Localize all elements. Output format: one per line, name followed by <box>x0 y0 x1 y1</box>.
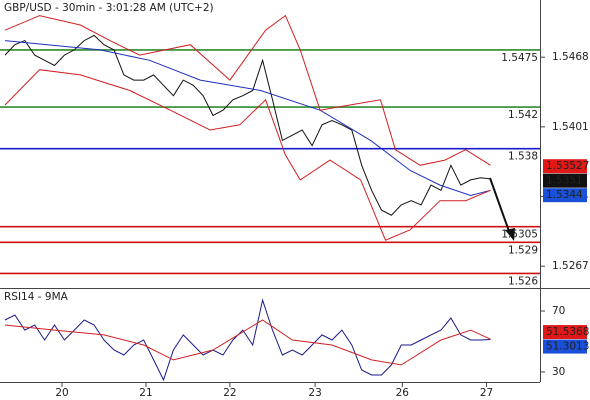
level-label: 1.538 <box>508 151 538 163</box>
series-line <box>4 298 491 382</box>
rsi-title: RSI14 - 9MA <box>4 291 69 303</box>
projection-arrow <box>489 177 511 235</box>
chart-title: GBP/USD - 30min - 3:01:28 AM (UTC+2) <box>4 2 214 14</box>
price-box-label: 1.5344 <box>546 189 583 201</box>
series-line <box>4 319 491 366</box>
price-box-label: 51.5368 <box>546 326 589 338</box>
y-tick-label: 30 <box>552 366 565 378</box>
price-panel: 1.54681.54011.53341.52671.54751.5421.538… <box>0 14 589 287</box>
level-label: 1.542 <box>508 109 538 121</box>
x-tick-label: 21 <box>139 387 152 399</box>
price-box <box>543 173 587 188</box>
series-line <box>4 14 491 166</box>
y-tick-label: 70 <box>552 305 565 317</box>
price-box <box>543 159 587 174</box>
price-box <box>543 325 587 340</box>
y-tick-label: 1.5401 <box>552 121 589 133</box>
x-tick-label: 20 <box>55 387 68 399</box>
price-box-label: 1.53527 <box>546 160 589 172</box>
level-label: 1.529 <box>508 244 538 256</box>
y-tick-label: 1.5468 <box>552 51 589 63</box>
price-box <box>543 339 587 354</box>
series-line <box>4 69 491 241</box>
level-label: 1.5475 <box>501 52 538 64</box>
x-tick-label: 23 <box>308 387 321 399</box>
x-tick-label: 27 <box>480 387 493 399</box>
price-box <box>543 188 587 203</box>
price-box-label: 51.3013 <box>546 341 589 353</box>
y-tick-label: 1.5267 <box>552 260 589 272</box>
x-tick-label: 26 <box>396 387 410 399</box>
series-line <box>4 34 491 216</box>
level-label: 1.526 <box>508 275 538 287</box>
arrow-head <box>505 228 515 241</box>
price-box-label: 1.5351 <box>546 175 583 187</box>
x-tick-label: 22 <box>223 387 236 399</box>
rsi-panel: 70 30 20 21 22 23 26 27 51.5368 51.3013 <box>4 298 589 399</box>
